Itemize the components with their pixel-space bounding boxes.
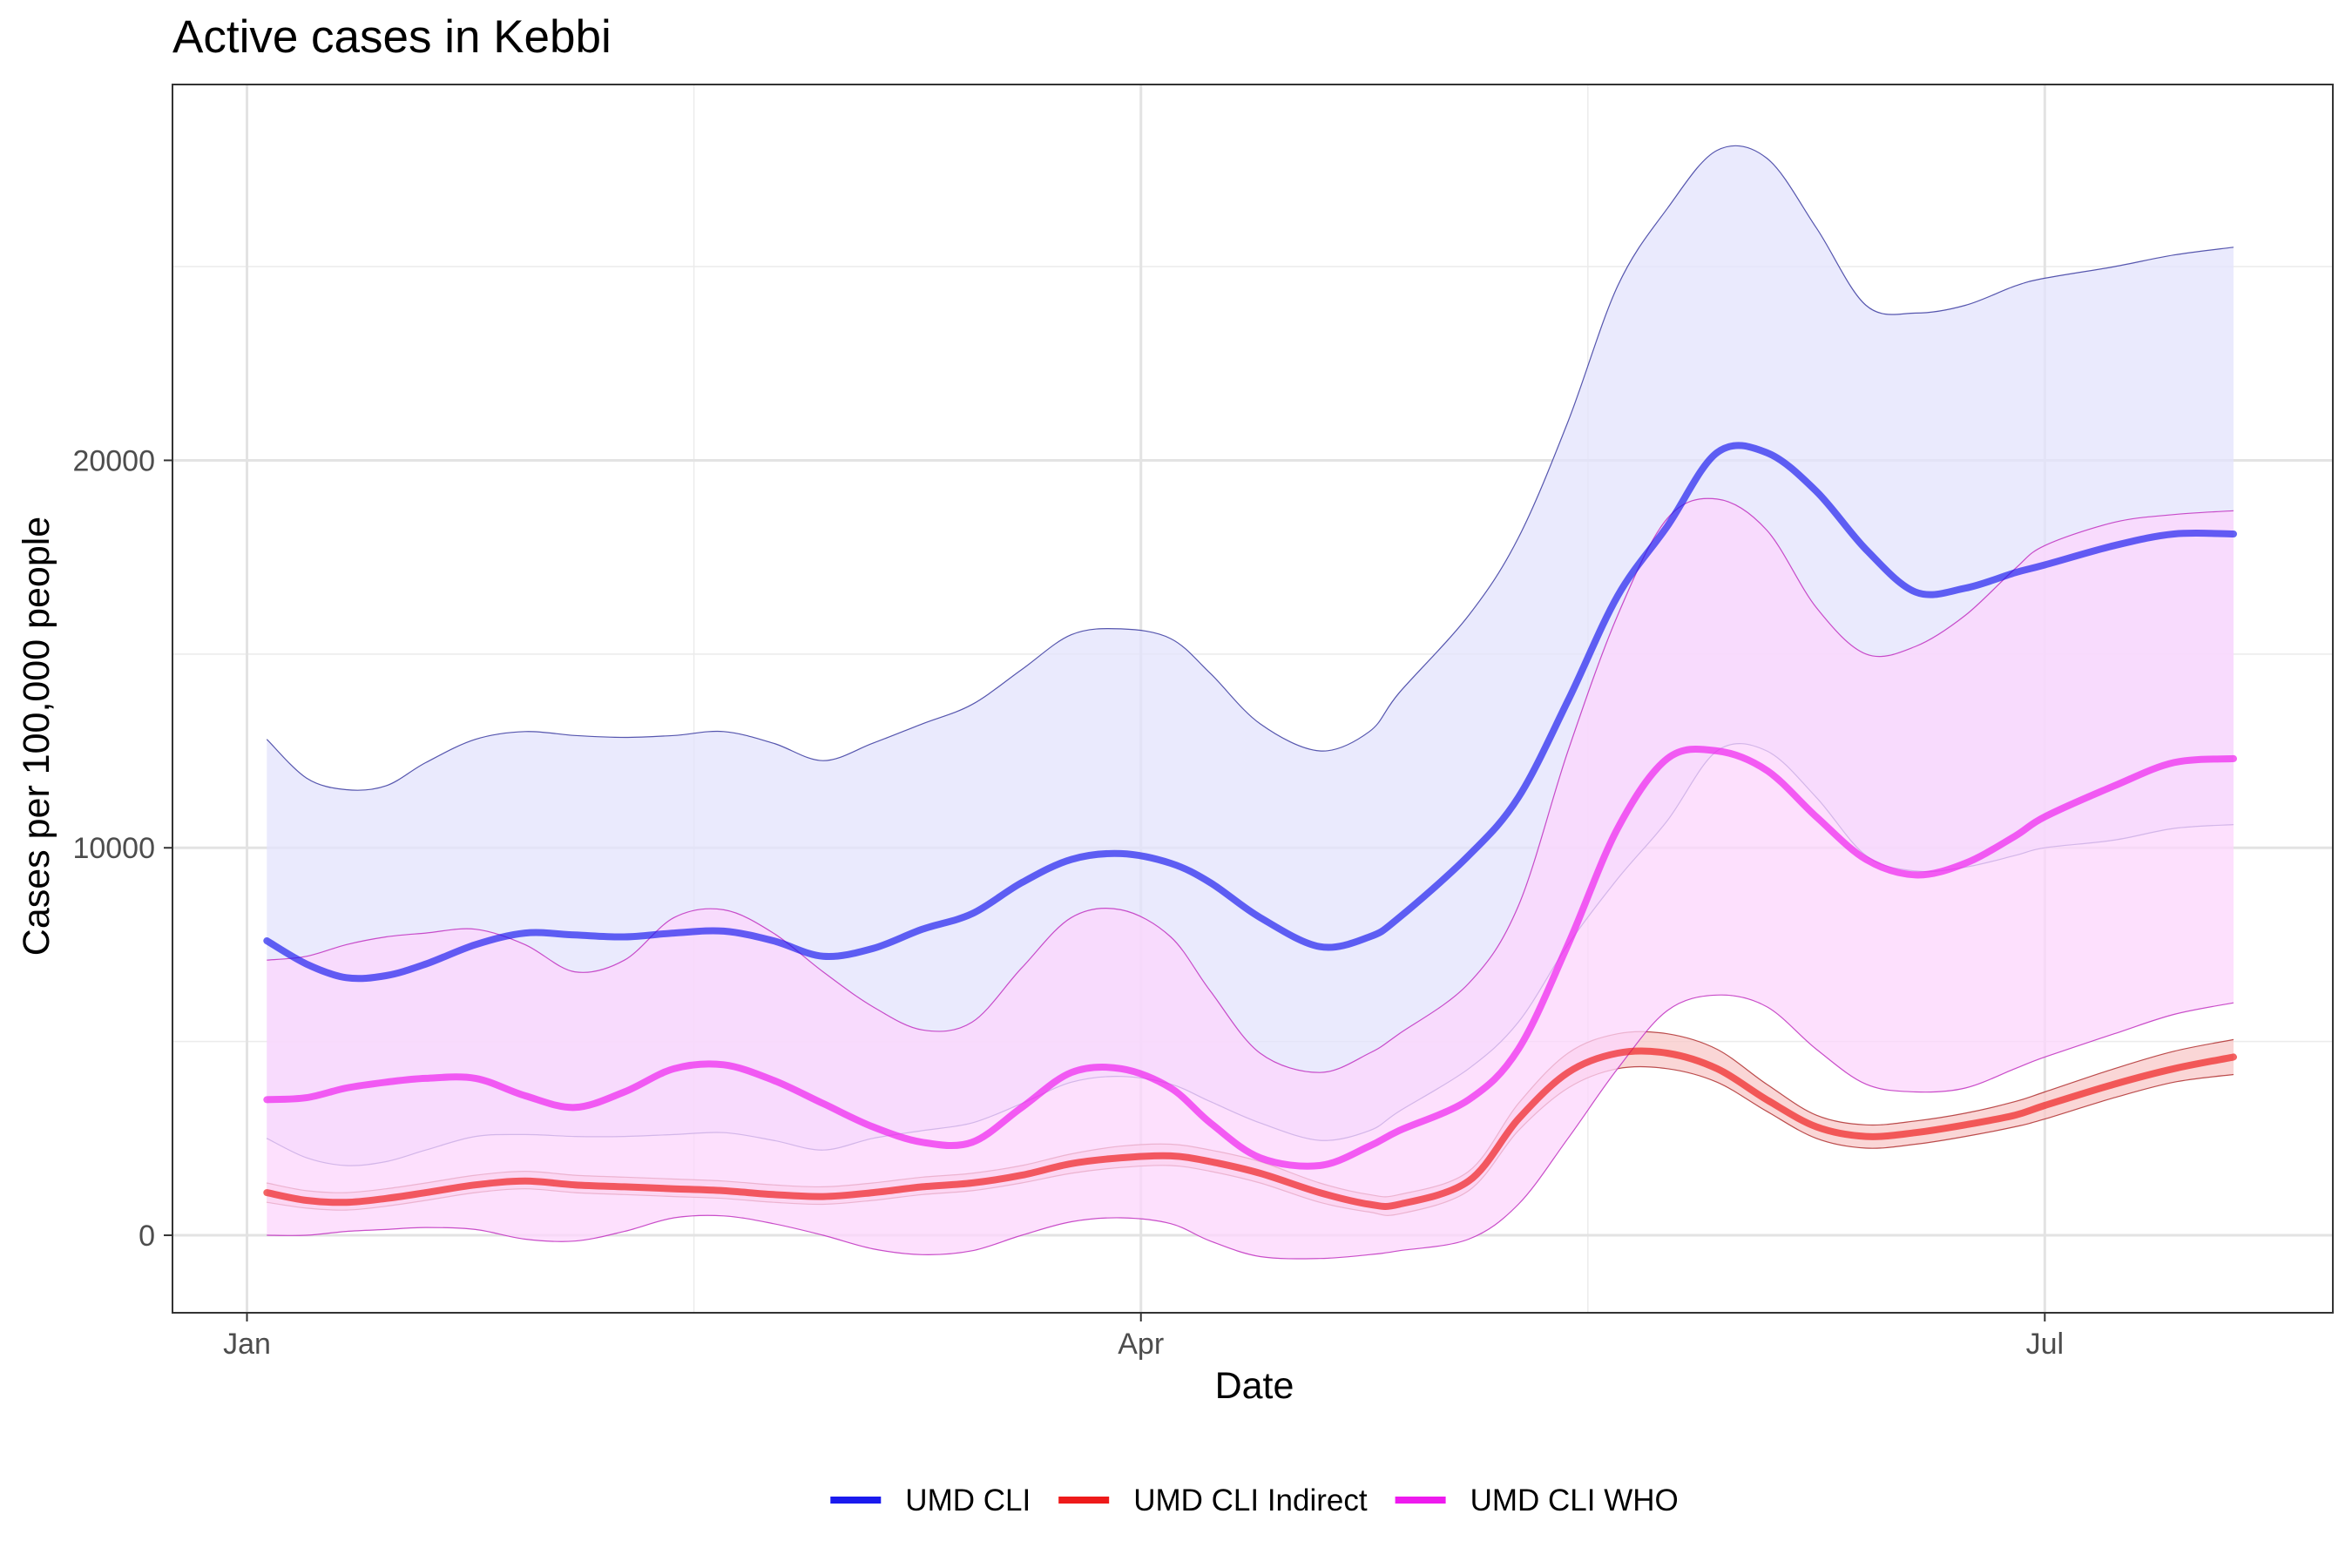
y-axis-ticks: 0 10000 20000 [72,444,172,1253]
series-line [263,1047,2237,1211]
x-axis-title: Date [1215,1365,1294,1407]
series-line [263,442,2237,983]
confidence-band [267,145,2234,1166]
confidence-band [267,1031,2234,1216]
y-tick-label: 10000 [72,832,155,865]
legend: UMD CLI UMD CLI Indirect UMD CLI WHO [830,1484,1679,1517]
plot-panel-border [172,84,2334,1314]
legend-item: UMD CLI Indirect [1058,1484,1368,1517]
y-tick-label: 0 [139,1220,155,1253]
y-tick-label: 20000 [72,444,155,477]
legend-item: UMD CLI WHO [1395,1484,1679,1517]
legend-label: UMD CLI WHO [1470,1484,1679,1517]
y-axis-title: Cases per 100,000 people [16,517,57,956]
x-tick-label: Jul [2026,1328,2064,1361]
x-tick-label: Jan [223,1328,271,1361]
legend-item: UMD CLI [830,1484,1031,1517]
chart-title: Active cases in Kebbi [172,11,612,63]
legend-label: UMD CLI Indirect [1133,1484,1368,1517]
confidence-bands [266,145,2234,1260]
series-line [263,745,2237,1170]
band-lower-edge [267,994,2234,1260]
confidence-band [267,498,2234,1260]
band-upper-edge [267,497,2234,1073]
series-lines [263,442,2237,1211]
legend-label: UMD CLI [905,1484,1031,1517]
x-axis-ticks: Jan Apr Jul [223,1313,2064,1361]
band-upper-edge [266,145,2234,791]
x-tick-label: Apr [1118,1328,1164,1361]
